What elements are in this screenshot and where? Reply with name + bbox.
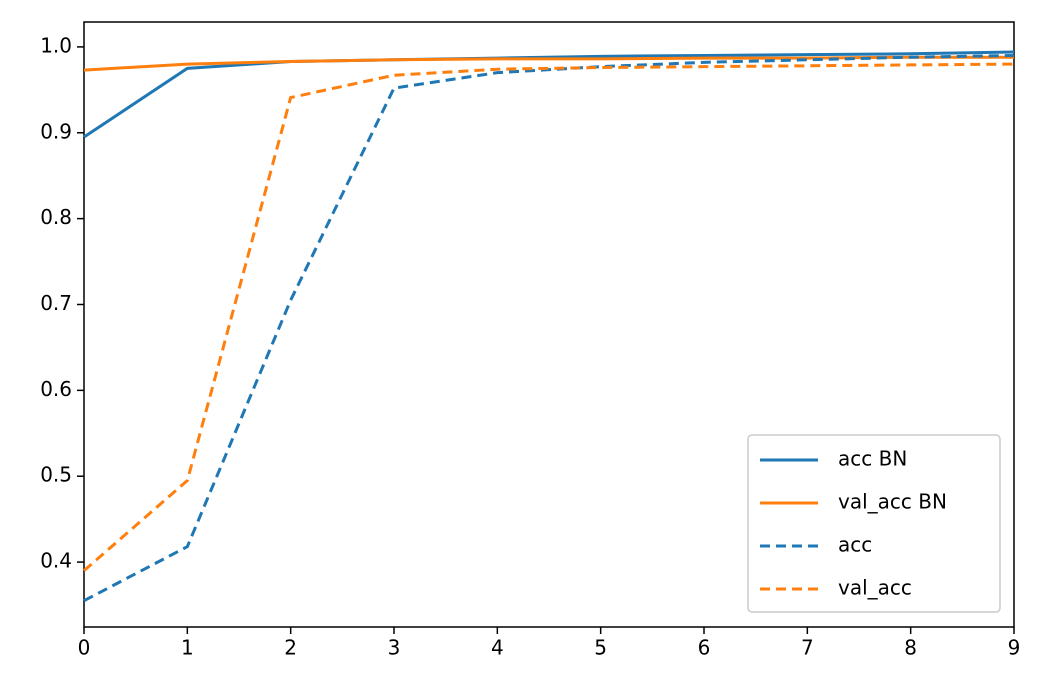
legend-label: acc (838, 533, 872, 557)
legend-label: val_acc (838, 576, 912, 600)
x-tick-label: 8 (904, 636, 917, 660)
y-tick-label: 0.5 (40, 463, 72, 487)
x-tick-label: 5 (594, 636, 607, 660)
x-tick-label: 6 (698, 636, 711, 660)
x-tick-label: 4 (491, 636, 504, 660)
plot-frame (83, 21, 1015, 628)
x-tick-label: 2 (284, 636, 297, 660)
series-line (83, 50, 1015, 139)
y-tick-label: 0.7 (40, 291, 72, 315)
series-line (83, 62, 1015, 572)
x-tick-label: 3 (388, 636, 401, 660)
y-tick-label: 0.4 (40, 549, 72, 573)
y-tick-label: 0.8 (40, 205, 72, 229)
x-tick-label: 1 (181, 636, 194, 660)
y-tick-label: 1.0 (40, 33, 72, 57)
legend-label: acc BN (838, 447, 907, 471)
series-line (83, 55, 1014, 72)
y-tick-label: 0.6 (40, 377, 72, 401)
y-tick-label: 0.9 (40, 119, 72, 143)
x-tick-label: 9 (1008, 636, 1021, 660)
x-tick-label: 7 (801, 636, 814, 660)
x-tick-label: 0 (78, 636, 91, 660)
legend-label: val_acc BN (838, 490, 947, 514)
legend-box (747, 434, 1001, 613)
series-line (83, 53, 1015, 603)
